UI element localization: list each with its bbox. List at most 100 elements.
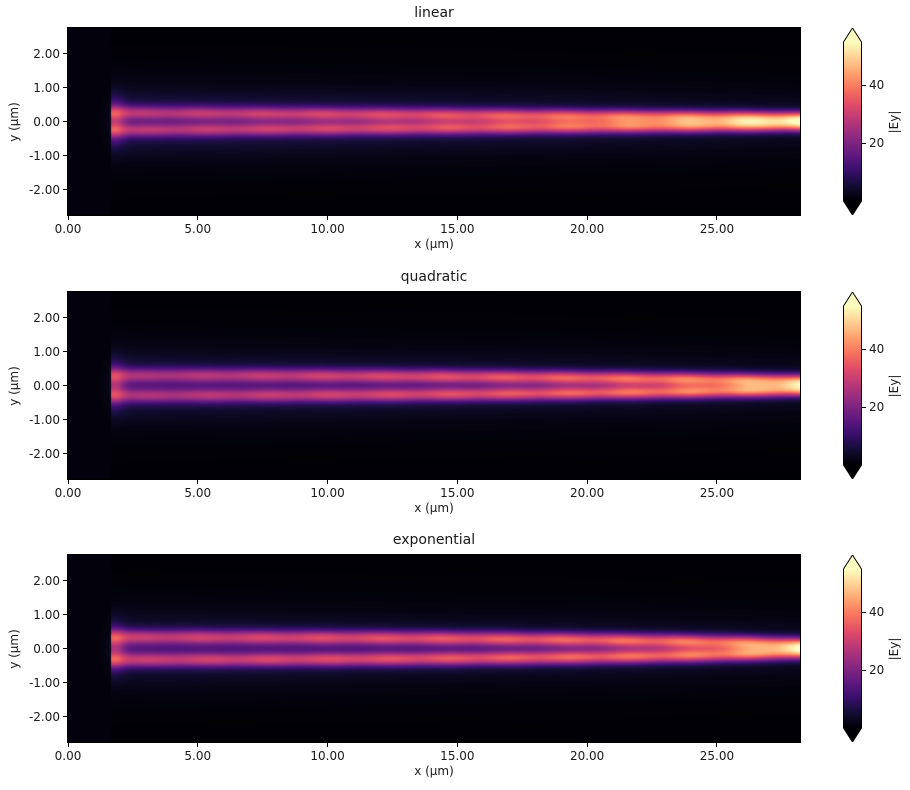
x-tick-mark (327, 216, 329, 220)
y-tick-label: 0.00 (33, 114, 60, 129)
x-axis-label: x (µm) (414, 764, 454, 778)
y-tick-label: 2.00 (33, 310, 60, 325)
y-tick-mark (63, 453, 67, 454)
x-tick-mark (586, 216, 588, 220)
x-axis-label: x (µm) (414, 501, 454, 515)
colorbar-tick-label: 40 (869, 605, 885, 620)
colorbar-tick-label: 20 (869, 400, 885, 415)
x-tick-label: 25.00 (699, 486, 735, 500)
subplot-panel: exponential y (µm) x (µm) |Ey| 0.00 5.00 1… (0, 527, 910, 790)
x-tick-label: 20.00 (569, 222, 605, 236)
x-tick-mark (586, 743, 588, 747)
subplot-panel: linear y (µm) x (µm) |Ey| 0.00 5.00 10.00 1… (0, 0, 910, 263)
x-tick-label: 5.00 (184, 486, 212, 500)
colorbar-tick-mark (862, 406, 866, 408)
x-tick-label: 0.00 (54, 749, 82, 763)
x-tick-mark (586, 480, 588, 484)
colorbar-tick-mark (862, 669, 866, 671)
x-tick-mark (327, 480, 329, 484)
x-tick-label: 20.00 (569, 749, 605, 763)
x-tick-mark (716, 480, 718, 484)
plot-title: linear (414, 5, 454, 21)
colorbar-tick-label: 40 (869, 78, 885, 93)
x-tick-mark (197, 216, 199, 220)
y-tick-mark (63, 682, 67, 683)
colorbar-label: |Ey| (887, 637, 901, 660)
y-tick-label: -1.00 (28, 412, 60, 427)
y-tick-mark (63, 317, 67, 318)
heatmap-area (67, 291, 801, 480)
y-tick-label: -1.00 (28, 148, 60, 163)
x-tick-label: 20.00 (569, 486, 605, 500)
x-tick-label: 5.00 (184, 222, 212, 236)
colorbar-tick-label: 20 (869, 136, 885, 151)
y-tick-label: 2.00 (33, 46, 60, 61)
x-tick-label: 15.00 (440, 222, 475, 236)
colorbar-label: |Ey| (887, 110, 901, 133)
colorbar-tick-mark (862, 348, 866, 350)
x-tick-mark (197, 743, 199, 747)
x-tick-mark (67, 480, 69, 484)
y-tick-mark (63, 385, 67, 386)
colorbar-tick-label: 20 (869, 663, 885, 678)
colorbar (843, 27, 862, 216)
x-tick-mark (456, 480, 458, 484)
x-tick-label: 10.00 (310, 222, 345, 236)
colorbar-tick-label: 40 (869, 342, 885, 357)
subplot-panel: quadratic y (µm) x (µm) |Ey| 0.00 5.00 10.… (0, 264, 910, 527)
x-tick-label: 0.00 (54, 486, 82, 500)
x-tick-label: 15.00 (440, 486, 475, 500)
heatmap-canvas (68, 292, 800, 479)
y-tick-mark (63, 648, 67, 649)
x-tick-mark (327, 743, 329, 747)
x-tick-label: 0.00 (54, 222, 82, 236)
colorbar-tick-mark (862, 611, 866, 613)
x-tick-mark (456, 216, 458, 220)
x-tick-mark (716, 216, 718, 220)
x-tick-mark (716, 743, 718, 747)
x-tick-label: 15.00 (440, 749, 475, 763)
heatmap-area (67, 27, 801, 216)
y-tick-mark (63, 189, 67, 190)
y-tick-label: 1.00 (33, 607, 60, 622)
colorbar-gradient (843, 554, 862, 743)
x-tick-label: 25.00 (699, 222, 735, 236)
y-tick-label: -1.00 (28, 675, 60, 690)
x-tick-label: 5.00 (184, 749, 212, 763)
x-tick-label: 10.00 (310, 749, 345, 763)
x-tick-mark (197, 480, 199, 484)
colorbar-gradient (843, 291, 862, 480)
heatmap-canvas (68, 28, 800, 215)
y-tick-mark (63, 419, 67, 420)
y-tick-label: 0.00 (33, 641, 60, 656)
y-tick-label: -2.00 (28, 182, 60, 197)
colorbar (843, 291, 862, 480)
y-tick-label: 1.00 (33, 80, 60, 95)
colorbar-tick-mark (862, 142, 866, 144)
y-tick-label: 0.00 (33, 378, 60, 393)
x-tick-mark (67, 743, 69, 747)
x-axis-label: x (µm) (414, 237, 454, 251)
y-tick-label: 1.00 (33, 344, 60, 359)
plot-title: exponential (392, 532, 476, 548)
y-tick-label: 2.00 (33, 573, 60, 588)
colorbar-label: |Ey| (887, 374, 901, 397)
x-tick-mark (456, 743, 458, 747)
plot-title: quadratic (400, 269, 468, 285)
colorbar (843, 554, 862, 743)
y-tick-mark (63, 580, 67, 581)
y-tick-label: -2.00 (28, 709, 60, 724)
x-tick-label: 10.00 (310, 486, 345, 500)
y-tick-mark (63, 155, 67, 156)
y-tick-label: -2.00 (28, 446, 60, 461)
heatmap-canvas (68, 555, 800, 742)
y-tick-mark (63, 87, 67, 88)
y-tick-mark (63, 351, 67, 352)
x-tick-label: 25.00 (699, 749, 735, 763)
x-tick-mark (67, 216, 69, 220)
y-tick-mark (63, 121, 67, 122)
y-tick-mark (63, 53, 67, 54)
colorbar-gradient (843, 27, 862, 216)
heatmap-area (67, 554, 801, 743)
y-tick-mark (63, 614, 67, 615)
